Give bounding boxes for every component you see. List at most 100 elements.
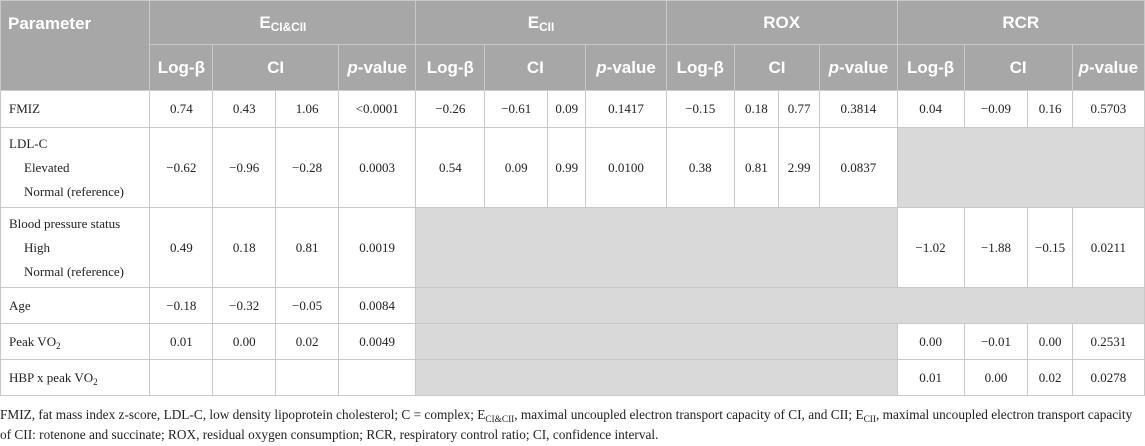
table-row-fmiz: FMIZ 0.74 0.43 1.06 <0.0001 −0.26 −0.61 … bbox=[0, 90, 1145, 128]
group-header-eci-cii: ECI&CII bbox=[149, 0, 417, 45]
pvalue-header: p-value bbox=[585, 44, 667, 91]
pvalue-header: p-value bbox=[337, 44, 417, 91]
cell: 0.0100 bbox=[585, 127, 667, 208]
cell: 0.54 bbox=[415, 127, 486, 208]
cell: −0.18 bbox=[149, 287, 214, 324]
cell: 0.00 bbox=[1027, 323, 1073, 360]
cell: 0.0049 bbox=[337, 323, 417, 360]
cell: −0.05 bbox=[275, 287, 339, 324]
table-row-bp: Blood pressure status High Normal (refer… bbox=[0, 207, 1145, 288]
empty-cell bbox=[896, 127, 1145, 208]
cell: 0.01 bbox=[149, 323, 214, 360]
cell: 0.00 bbox=[212, 323, 277, 360]
empty-cell bbox=[415, 287, 1145, 324]
empty-cell bbox=[212, 359, 277, 396]
ci-header: CI bbox=[212, 44, 339, 91]
cell: 0.00 bbox=[963, 359, 1029, 396]
cell: 0.01 bbox=[896, 359, 965, 396]
row-label: FMIZ bbox=[0, 90, 151, 128]
logbeta-header: Log-β bbox=[149, 44, 214, 91]
row-label-main: Blood pressure status bbox=[9, 215, 121, 231]
row-label-sub: Normal (reference) bbox=[24, 183, 124, 199]
ci-header: CI bbox=[733, 44, 821, 91]
cell: 0.04 bbox=[896, 90, 965, 128]
cell: −0.32 bbox=[212, 287, 277, 324]
table-row-age: Age −0.18 −0.32 −0.05 0.0084 bbox=[0, 287, 1145, 324]
cell: 0.99 bbox=[547, 127, 587, 208]
cell: 0.49 bbox=[149, 207, 214, 288]
logbeta-header: Log-β bbox=[415, 44, 486, 91]
logbeta-header: Log-β bbox=[665, 44, 735, 91]
cell: 0.74 bbox=[149, 90, 214, 128]
cell: 0.0278 bbox=[1071, 359, 1145, 396]
pvalue-header: p-value bbox=[1071, 44, 1145, 91]
empty-cell bbox=[415, 323, 898, 360]
cell: 0.00 bbox=[896, 323, 965, 360]
cell: 0.02 bbox=[1027, 359, 1073, 396]
parameter-header: Parameter bbox=[0, 0, 151, 91]
empty-cell bbox=[275, 359, 339, 396]
empty-cell bbox=[415, 207, 898, 288]
cell: −0.26 bbox=[415, 90, 486, 128]
cell: −0.61 bbox=[484, 90, 549, 128]
cell: 0.09 bbox=[484, 127, 549, 208]
empty-cell bbox=[415, 359, 898, 396]
cell: 1.06 bbox=[275, 90, 339, 128]
empty-cell bbox=[337, 359, 417, 396]
row-label-sub: High bbox=[24, 239, 50, 255]
empty-cell bbox=[149, 359, 214, 396]
cell: −0.62 bbox=[149, 127, 214, 208]
logbeta-header: Log-β bbox=[896, 44, 965, 91]
cell: −1.02 bbox=[896, 207, 965, 288]
row-label: Peak VO2 bbox=[0, 323, 151, 360]
row-label-sub: Elevated bbox=[24, 159, 70, 175]
cell: 0.02 bbox=[275, 323, 339, 360]
header-row-groups: Parameter ECI&CII ECII ROX RCR bbox=[0, 0, 1145, 91]
cell: 0.0837 bbox=[819, 127, 898, 208]
header-row-stats: Log-β CI p-value Log-β CI p-value Log-β … bbox=[0, 44, 1145, 91]
row-label-main: LDL-C bbox=[9, 135, 48, 151]
table-row-hbp-peak-vo2: HBP x peak VO2 0.01 0.00 0.02 0.0278 bbox=[0, 359, 1145, 396]
cell: <0.0001 bbox=[337, 90, 417, 128]
cell: 0.16 bbox=[1027, 90, 1073, 128]
group-header-ecii: ECII bbox=[415, 0, 667, 45]
cell: −0.15 bbox=[1027, 207, 1073, 288]
cell: 0.2531 bbox=[1071, 323, 1145, 360]
cell: −0.28 bbox=[275, 127, 339, 208]
cell: −0.09 bbox=[963, 90, 1029, 128]
cell: 2.99 bbox=[778, 127, 821, 208]
ci-header: CI bbox=[484, 44, 587, 91]
cell: 0.1417 bbox=[585, 90, 667, 128]
cell: 0.0003 bbox=[337, 127, 417, 208]
cell: −0.15 bbox=[665, 90, 735, 128]
table-row-ldl: LDL-C Elevated Normal (reference) −0.62 … bbox=[0, 127, 1145, 208]
cell: 0.38 bbox=[665, 127, 735, 208]
cell: −0.01 bbox=[963, 323, 1029, 360]
row-label: HBP x peak VO2 bbox=[0, 359, 151, 396]
cell: 0.18 bbox=[212, 207, 277, 288]
results-table: Parameter ECI&CII ECII ROX RCR Log-β CI … bbox=[0, 0, 1145, 396]
row-label: Blood pressure status High Normal (refer… bbox=[0, 207, 151, 288]
row-label: Age bbox=[0, 287, 151, 324]
cell: 0.5703 bbox=[1071, 90, 1145, 128]
cell: 0.18 bbox=[733, 90, 780, 128]
cell: 0.0211 bbox=[1071, 207, 1145, 288]
group-header-rox: ROX bbox=[665, 0, 898, 45]
row-label-sub: Normal (reference) bbox=[24, 263, 124, 279]
ci-header: CI bbox=[963, 44, 1073, 91]
table-row-peak-vo2: Peak VO2 0.01 0.00 0.02 0.0049 0.00 −0.0… bbox=[0, 323, 1145, 360]
cell: 0.81 bbox=[733, 127, 780, 208]
cell: 0.0084 bbox=[337, 287, 417, 324]
table-footnote: FMIZ, fat mass index z-score, LDL-C, low… bbox=[0, 407, 1133, 442]
cell: 0.81 bbox=[275, 207, 339, 288]
group-header-rcr: RCR bbox=[896, 0, 1145, 45]
cell: 0.43 bbox=[212, 90, 277, 128]
cell: 0.09 bbox=[547, 90, 587, 128]
cell: −0.96 bbox=[212, 127, 277, 208]
row-label: LDL-C Elevated Normal (reference) bbox=[0, 127, 151, 208]
cell: −1.88 bbox=[963, 207, 1029, 288]
cell: 0.77 bbox=[778, 90, 821, 128]
pvalue-header: p-value bbox=[819, 44, 898, 91]
cell: 0.3814 bbox=[819, 90, 898, 128]
cell: 0.0019 bbox=[337, 207, 417, 288]
